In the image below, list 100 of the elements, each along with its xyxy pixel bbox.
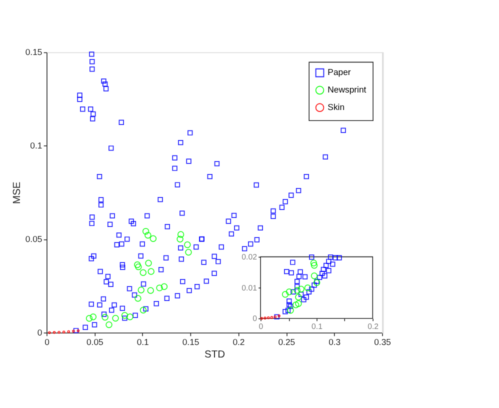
y-tick-label: 0.15 bbox=[25, 47, 42, 58]
point bbox=[176, 236, 184, 243]
point bbox=[309, 254, 314, 260]
y-tick-label: 0.01 bbox=[242, 283, 257, 292]
point bbox=[290, 260, 296, 265]
point bbox=[323, 262, 329, 268]
point bbox=[326, 268, 332, 274]
point bbox=[140, 306, 147, 314]
point bbox=[328, 254, 334, 260]
point bbox=[304, 284, 312, 292]
y-tick-label: 0 bbox=[252, 314, 258, 324]
point bbox=[290, 289, 296, 294]
point bbox=[150, 235, 157, 242]
point bbox=[294, 284, 300, 290]
point bbox=[145, 260, 152, 266]
point bbox=[316, 274, 322, 280]
point bbox=[274, 314, 280, 320]
point bbox=[144, 232, 152, 239]
legend-label: Paper bbox=[328, 67, 351, 78]
point bbox=[142, 228, 150, 235]
x-tick-label: 0.15 bbox=[182, 336, 200, 347]
x-tick-label: 0.25 bbox=[278, 336, 296, 347]
point bbox=[126, 314, 134, 320]
legend-label: Newsprint bbox=[328, 84, 367, 95]
point bbox=[270, 316, 274, 319]
point bbox=[282, 309, 288, 314]
point bbox=[102, 314, 108, 321]
point bbox=[185, 248, 192, 256]
point bbox=[295, 294, 302, 300]
point bbox=[72, 330, 75, 332]
point bbox=[184, 241, 191, 248]
x-tick-label: 0.05 bbox=[86, 336, 104, 347]
point bbox=[135, 263, 142, 270]
point bbox=[106, 321, 112, 328]
point bbox=[322, 273, 328, 278]
point bbox=[336, 255, 342, 260]
point bbox=[330, 262, 336, 267]
point bbox=[76, 329, 80, 332]
y-axis-title: MSE bbox=[12, 182, 23, 204]
point bbox=[177, 231, 184, 238]
point bbox=[298, 292, 304, 297]
point bbox=[264, 316, 266, 320]
point bbox=[302, 274, 308, 280]
point bbox=[160, 283, 168, 290]
point bbox=[86, 315, 93, 322]
x-tick-label: 0 bbox=[258, 322, 264, 332]
x-axis-title: STD bbox=[204, 349, 226, 360]
point bbox=[310, 272, 318, 280]
point bbox=[156, 284, 163, 292]
point bbox=[309, 286, 314, 292]
x-tick-label: 0.1 bbox=[312, 322, 322, 332]
point bbox=[306, 289, 312, 294]
x-tick-label: 0.2 bbox=[368, 322, 379, 332]
point bbox=[48, 331, 51, 334]
y-tick-label: 0.1 bbox=[30, 140, 42, 150]
point bbox=[274, 315, 277, 318]
point bbox=[267, 316, 270, 320]
point bbox=[67, 330, 70, 334]
y-tick-label: 0.02 bbox=[242, 252, 257, 262]
point bbox=[58, 330, 60, 334]
point bbox=[310, 262, 318, 269]
x-tick-label: 0.35 bbox=[374, 336, 392, 347]
point bbox=[286, 288, 293, 296]
point bbox=[292, 301, 300, 308]
point bbox=[134, 295, 142, 302]
point bbox=[294, 287, 300, 294]
point bbox=[320, 266, 326, 272]
x-tick-label: 0.3 bbox=[328, 336, 341, 347]
legend-label: Skin bbox=[328, 102, 345, 112]
point bbox=[285, 308, 291, 313]
point bbox=[304, 294, 309, 300]
point bbox=[278, 314, 280, 318]
point bbox=[140, 269, 146, 276]
point bbox=[295, 300, 302, 307]
point bbox=[121, 312, 128, 319]
point bbox=[296, 274, 302, 280]
point bbox=[310, 260, 318, 266]
x-tick-label: 0.2 bbox=[232, 336, 245, 347]
point bbox=[284, 268, 290, 274]
x-tick-label: 0.1 bbox=[136, 336, 150, 347]
point bbox=[298, 286, 304, 292]
point bbox=[52, 331, 56, 334]
point bbox=[134, 261, 141, 268]
point bbox=[62, 330, 66, 334]
point bbox=[288, 270, 294, 276]
point bbox=[312, 282, 317, 288]
point bbox=[90, 314, 97, 320]
point bbox=[147, 287, 154, 294]
point bbox=[287, 307, 294, 314]
point bbox=[138, 286, 144, 294]
point bbox=[286, 298, 292, 304]
point bbox=[112, 314, 119, 322]
y-tick-label: 0.05 bbox=[25, 234, 42, 244]
point bbox=[294, 278, 300, 284]
point bbox=[301, 297, 306, 302]
point bbox=[320, 270, 325, 276]
point bbox=[298, 269, 303, 274]
point bbox=[148, 268, 154, 275]
point bbox=[332, 255, 338, 260]
point bbox=[282, 291, 289, 298]
